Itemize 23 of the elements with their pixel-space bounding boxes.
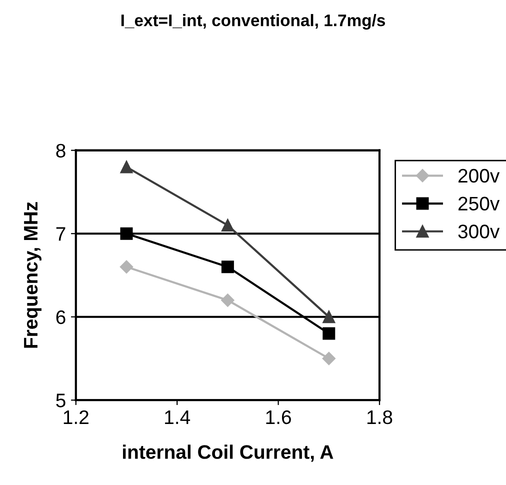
y-tick-label: 8 [56,144,66,158]
point [120,160,133,174]
point [221,294,234,307]
x-tick-label: 1.4 [165,410,190,424]
point [322,310,336,324]
point [120,260,134,274]
point [322,352,336,366]
chart-title: I_ext=I_int, conventional, 1.7mg/s [121,14,386,30]
x-axis-title: internal Coil Current, A [123,444,334,462]
point [221,219,234,232]
x-tick-label: 1.8 [367,410,392,424]
y-axis-title: Frequency, MHz [24,202,42,348]
legend-label: 200v [458,168,500,183]
y-tick-label: 7 [56,227,66,241]
legend-label: 250v [458,196,500,211]
point [221,260,234,274]
legend-label: 300v [458,224,500,238]
y-tick-label: 6 [56,310,66,324]
y-tick-label: 5 [56,394,66,408]
point [120,227,133,240]
x-tick-label: 1.2 [64,410,88,424]
x-tick-label: 1.6 [266,410,291,424]
point [322,327,336,340]
